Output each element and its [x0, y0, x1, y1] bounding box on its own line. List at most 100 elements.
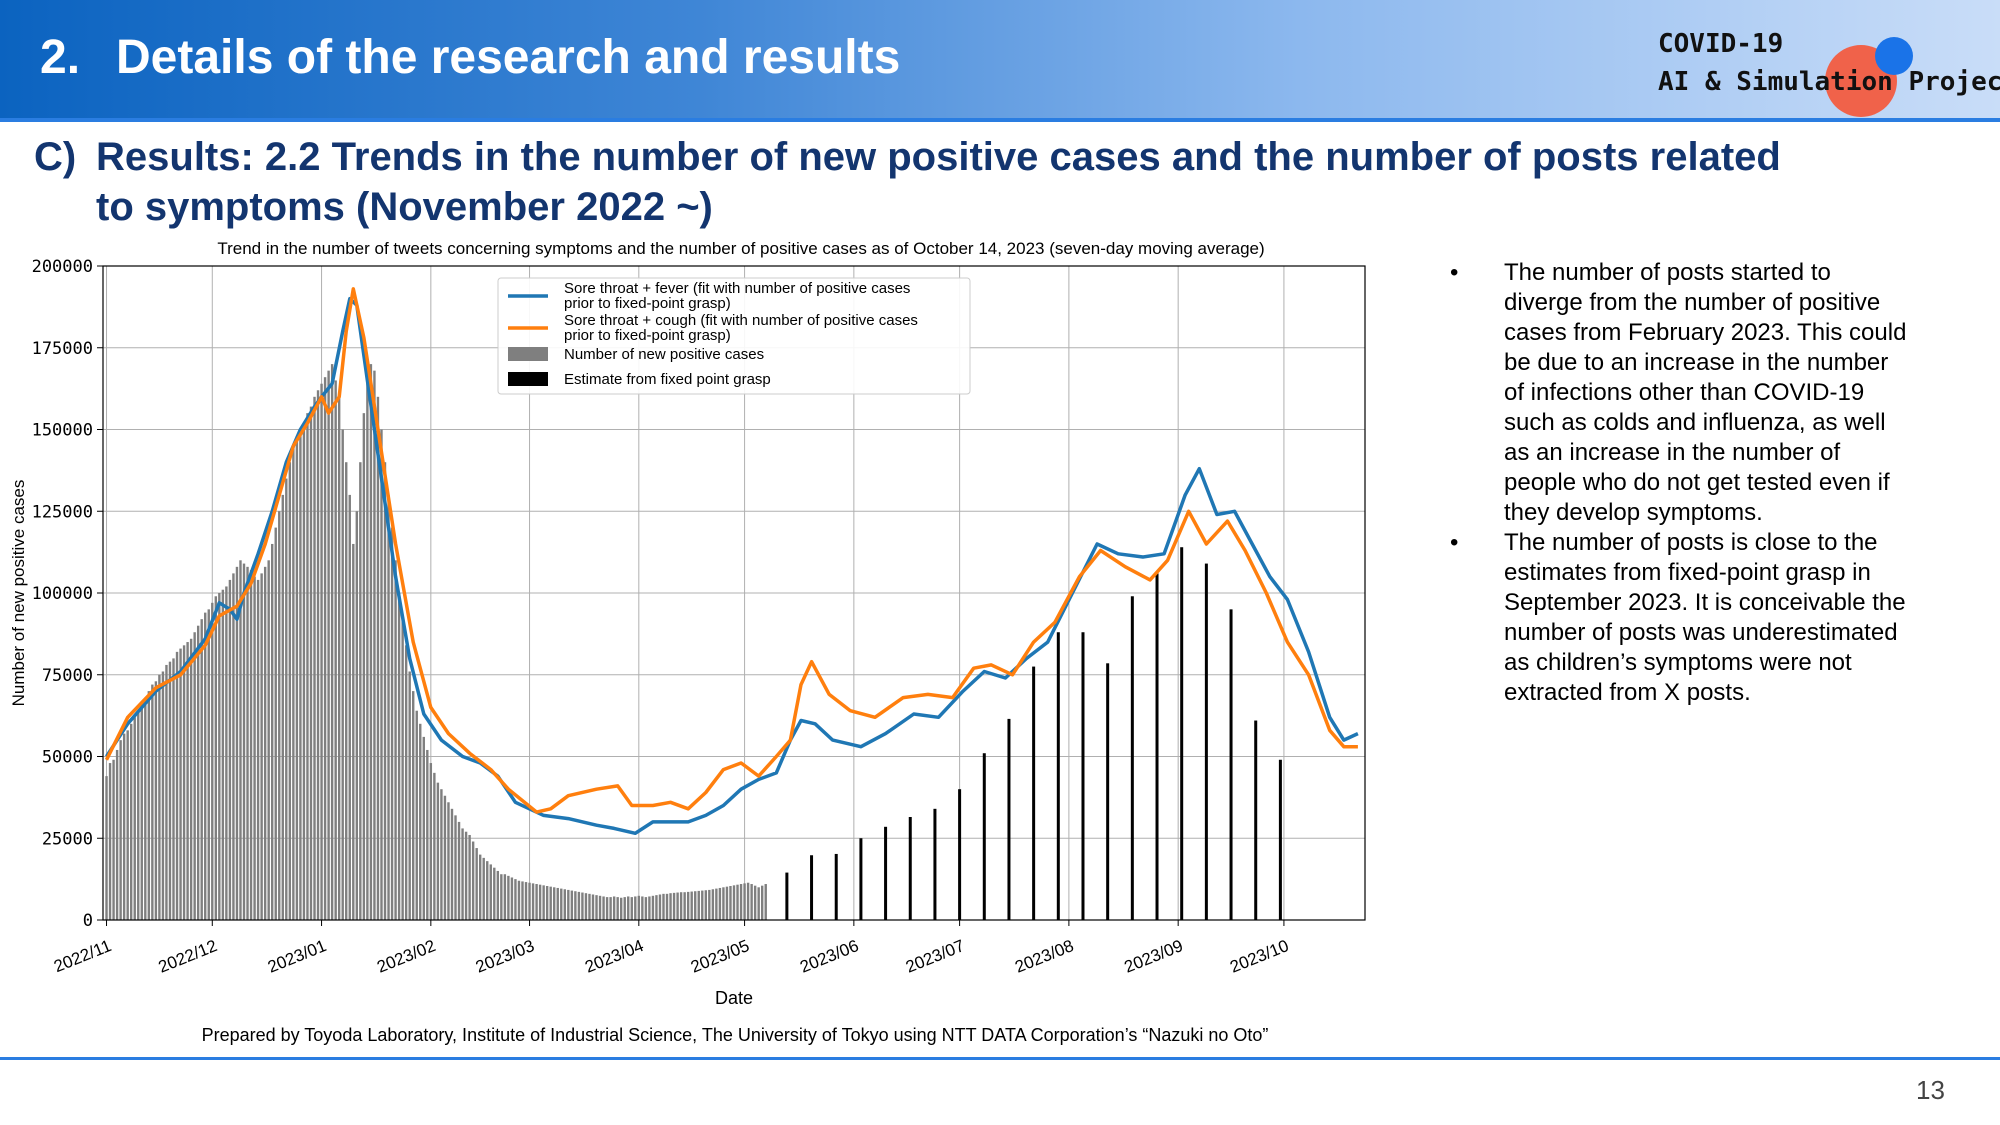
positive-case-bar — [119, 740, 122, 920]
bullet-item-2: • The number of posts is close to the es… — [1450, 528, 1910, 708]
chart-title: Trend in the number of tweets concerning… — [217, 239, 1264, 258]
positive-case-bar — [757, 887, 760, 920]
bullet-marker: • — [1450, 259, 1459, 286]
positive-case-bar — [327, 370, 330, 920]
logo-line2: AI & Simulation Project — [1658, 67, 2000, 97]
estimate-bar — [1106, 663, 1110, 920]
positive-case-bar — [486, 861, 489, 920]
positive-case-bar — [408, 671, 411, 920]
positive-case-bar — [200, 619, 203, 920]
positive-case-bar — [186, 642, 189, 920]
x-tick-label: 2023/08 — [1012, 936, 1076, 977]
positive-case-bar — [281, 494, 284, 920]
positive-case-bar — [309, 406, 313, 920]
x-tick-label: 2023/05 — [688, 936, 752, 977]
positive-case-bar — [644, 897, 648, 920]
series-line-cough — [104, 287, 1358, 814]
trend-chart: Trend in the number of tweets concerning… — [9, 239, 1366, 1045]
positive-case-bar — [598, 895, 602, 920]
positive-case-bar — [225, 586, 228, 920]
positive-case-bar — [612, 896, 616, 920]
x-tick-label: 2023/03 — [473, 936, 537, 977]
positive-case-bar — [493, 867, 496, 920]
legend-label-line: Sore throat + fever (fit with number of … — [564, 280, 910, 297]
estimate-bar — [785, 872, 789, 920]
logo-circle-blue — [1875, 37, 1913, 75]
positive-case-bar — [429, 763, 433, 920]
x-tick-label: 2023/01 — [265, 936, 329, 977]
positive-case-bar — [422, 736, 425, 920]
positive-case-bar — [175, 651, 179, 920]
positive-case-bar — [746, 882, 750, 920]
positive-case-bar — [581, 892, 584, 920]
positive-case-bar — [376, 396, 380, 920]
positive-case-bar — [302, 422, 306, 920]
positive-case-bar — [514, 879, 517, 920]
section-number: 2. — [40, 31, 81, 84]
positive-case-bar — [299, 429, 302, 920]
x-tick-label: 2022/12 — [156, 936, 220, 977]
positive-case-bar — [584, 893, 588, 920]
positive-case-bar — [574, 891, 577, 920]
positive-case-bar — [510, 877, 514, 920]
positive-case-bar — [158, 674, 161, 920]
estimate-bar — [1130, 596, 1134, 920]
positive-case-bar — [253, 576, 256, 920]
positive-case-bar — [306, 413, 309, 920]
positive-case-bar — [211, 602, 214, 920]
positive-case-bar — [440, 789, 443, 920]
bullet-text-1: The number of posts started to diverge f… — [1504, 259, 1907, 526]
positive-case-bar — [450, 808, 454, 920]
positive-case-bar — [560, 888, 563, 920]
positive-case-bar — [436, 782, 440, 920]
positive-case-bar — [602, 896, 605, 920]
header-banner — [0, 0, 2000, 118]
positive-case-bar — [165, 664, 168, 920]
positive-case-bar — [634, 896, 637, 920]
positive-case-bar — [334, 380, 337, 920]
positive-case-bar — [694, 891, 697, 920]
positive-case-bar — [359, 462, 362, 920]
positive-case-bar — [189, 638, 193, 920]
positive-case-bar — [461, 828, 464, 920]
positive-case-bar — [295, 436, 299, 920]
positive-case-bar — [126, 730, 129, 920]
estimate-bar — [1155, 573, 1159, 920]
estimate-bar — [1229, 609, 1233, 920]
bullet-text-2: The number of posts is close to the esti… — [1504, 529, 1906, 706]
legend-label-line: prior to fixed-point grasp) — [564, 295, 731, 312]
positive-case-bar — [404, 645, 408, 920]
positive-case-bar — [708, 889, 711, 920]
positive-case-bar — [105, 776, 108, 920]
estimate-bar — [958, 789, 962, 920]
positive-case-bar — [235, 566, 239, 920]
positive-case-bar — [130, 723, 133, 920]
positive-case-bar — [627, 896, 630, 920]
estimate-bar — [1081, 632, 1085, 920]
positive-case-bar — [496, 870, 500, 920]
positive-case-bar — [108, 763, 112, 920]
positive-case-bar — [609, 897, 612, 920]
estimate-bar — [1278, 759, 1282, 920]
positive-case-bar — [711, 889, 715, 920]
x-tick-label: 2023/09 — [1122, 936, 1186, 977]
positive-case-bar — [567, 889, 570, 920]
positive-case-bar — [475, 848, 478, 920]
positive-case-bar — [655, 895, 658, 920]
subtitle-line2: to symptoms (November 2022 ~) — [96, 185, 713, 229]
positive-case-bar — [739, 884, 743, 920]
positive-case-bar — [242, 563, 246, 920]
positive-case-bar — [168, 661, 172, 920]
estimate-bar — [834, 853, 838, 920]
header-divider — [0, 118, 2000, 122]
y-axis-label: Number of new positive cases — [9, 480, 28, 707]
positive-case-bar — [531, 883, 535, 920]
positive-case-bar — [676, 892, 679, 920]
estimate-bar — [1254, 720, 1258, 920]
positive-case-bar — [542, 885, 545, 920]
footer-divider — [0, 1057, 2000, 1060]
positive-case-bar — [214, 596, 218, 920]
positive-case-bar — [433, 772, 436, 920]
positive-case-bar — [701, 890, 704, 920]
positive-case-bar — [341, 429, 344, 920]
